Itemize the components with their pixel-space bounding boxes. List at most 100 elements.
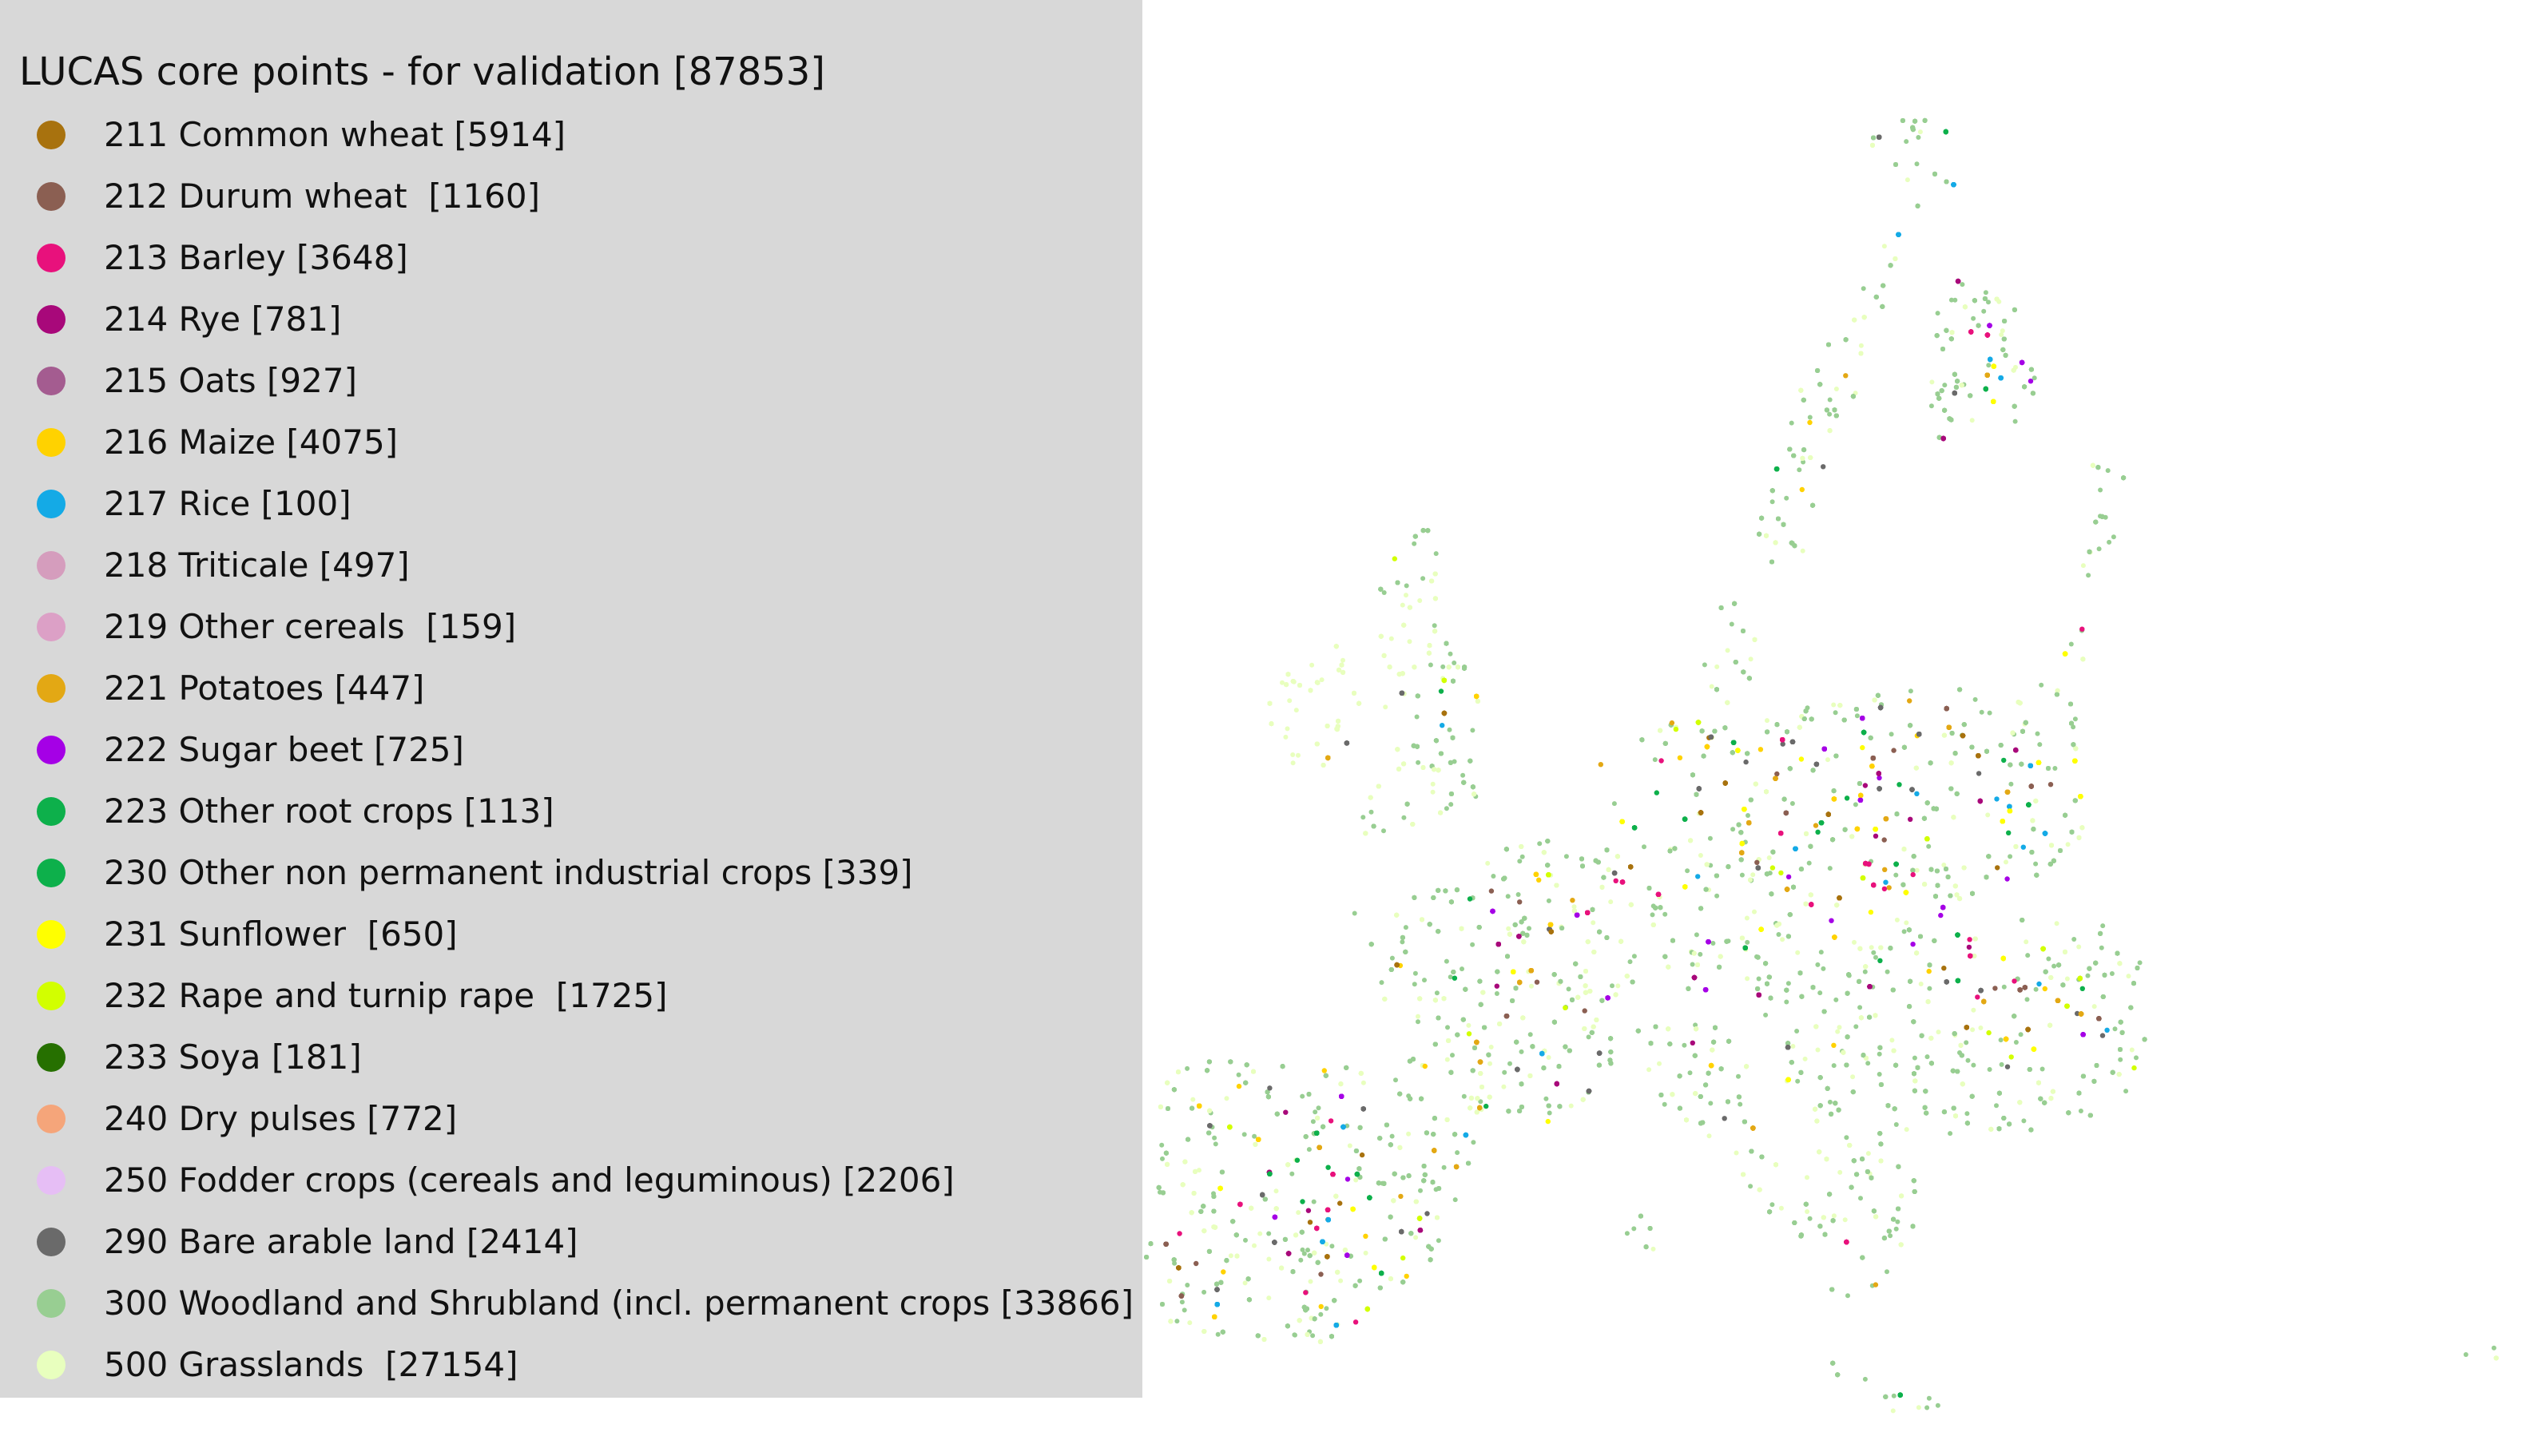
survey-point (2008, 854, 2013, 859)
survey-point (1383, 704, 1388, 710)
survey-point (1998, 1037, 2004, 1043)
survey-point (1744, 915, 1750, 921)
survey-point (1414, 714, 1420, 720)
legend-swatch-icon (37, 858, 66, 887)
survey-point (1352, 910, 1357, 916)
legend-swatch-icon (37, 1288, 66, 1318)
survey-point (1979, 709, 1984, 715)
survey-point (1908, 688, 1913, 694)
survey-point (1765, 718, 1769, 724)
survey-point (1965, 1057, 1971, 1063)
survey-point (2008, 781, 2014, 787)
survey-point (1818, 950, 1824, 955)
legend-swatch-icon (37, 120, 66, 149)
survey-point (1586, 1034, 1591, 1040)
survey-point (1893, 872, 1899, 878)
legend-label: 213 Barley [3648] (104, 238, 408, 277)
survey-point (2033, 986, 2039, 992)
survey-point (1924, 1054, 1930, 1060)
survey-point (1776, 932, 1781, 937)
survey-point (1805, 1209, 1810, 1214)
survey-point (1285, 726, 1290, 732)
survey-point (2051, 963, 2057, 969)
survey-point (2086, 573, 2091, 578)
survey-point (1507, 1061, 1512, 1066)
survey-point (1652, 757, 1658, 763)
survey-point (1650, 912, 1655, 918)
survey-point (1452, 759, 1457, 764)
survey-point (1527, 926, 1531, 931)
survey-point (1858, 1196, 1863, 1201)
survey-point (1432, 623, 1437, 629)
survey-point (1519, 854, 1525, 859)
survey-point (1657, 1061, 1662, 1066)
survey-point (1831, 702, 1837, 708)
legend-label: 250 Fodder crops (cereals and leguminous… (104, 1160, 955, 1200)
survey-point (1242, 1280, 1248, 1286)
survey-point (1568, 1103, 1574, 1109)
survey-point (1952, 297, 1958, 303)
survey-point (1784, 495, 1789, 501)
survey-point (1690, 962, 1695, 967)
survey-point (1994, 1103, 1999, 1109)
survey-point (2100, 923, 2106, 929)
legend-label: 231 Sunflower [650] (104, 914, 458, 954)
survey-point (1363, 1250, 1368, 1256)
land-points-layer (1144, 117, 2499, 1414)
survey-point (1416, 1014, 1420, 1019)
survey-point (1801, 459, 1806, 465)
survey-point (2072, 716, 2078, 722)
survey-point (1901, 929, 1907, 934)
survey-point (1389, 955, 1395, 961)
survey-point (1936, 1030, 1941, 1035)
survey-point (1888, 1233, 1893, 1239)
legend-swatch-icon (37, 550, 66, 580)
survey-point (1927, 986, 1932, 991)
survey-point (1890, 1408, 1896, 1414)
survey-point (1748, 1184, 1754, 1189)
survey-point (1266, 1295, 1272, 1301)
survey-point (1610, 983, 1614, 989)
survey-point (1714, 893, 1720, 899)
survey-point (1752, 909, 1757, 914)
survey-point (1935, 1402, 1940, 1408)
survey-point (1470, 728, 1475, 733)
survey-point (1461, 1093, 1467, 1099)
survey-point (1403, 925, 1408, 930)
survey-point (1853, 802, 1858, 807)
survey-point (2052, 766, 2058, 771)
survey-point (1266, 1231, 1272, 1236)
survey-point (1289, 1171, 1295, 1176)
survey-point (1287, 698, 1293, 704)
survey-point (1624, 1231, 1630, 1236)
survey-point (2068, 641, 2074, 647)
survey-point (1854, 713, 1860, 719)
survey-point (1807, 1216, 1813, 1221)
survey-point (1642, 844, 1646, 850)
survey-point (1929, 379, 1935, 385)
survey-point (1455, 1150, 1460, 1156)
survey-point (1430, 781, 1436, 787)
survey-point (1745, 976, 1750, 982)
survey-point (1313, 1109, 1318, 1115)
survey-point (1766, 855, 1772, 860)
survey-point (1412, 982, 1417, 987)
survey-point (1706, 1133, 1712, 1139)
survey-point (2032, 375, 2037, 381)
survey-point (1865, 1151, 1871, 1156)
survey-point (1935, 311, 1940, 316)
legend-swatch-icon (37, 981, 66, 1010)
survey-point (2012, 419, 2018, 424)
survey-point (1368, 809, 1374, 815)
survey-point (2105, 468, 2111, 474)
survey-point (1293, 708, 1299, 713)
survey-point (1862, 969, 1868, 974)
survey-point (1393, 1077, 1398, 1083)
survey-point (1926, 1395, 1932, 1401)
survey-point (1611, 801, 1617, 807)
survey-point (1293, 1332, 1297, 1338)
survey-point (1795, 950, 1801, 955)
survey-point (1185, 1065, 1190, 1071)
legend-swatch-icon (37, 673, 66, 703)
survey-point (1388, 636, 1394, 641)
